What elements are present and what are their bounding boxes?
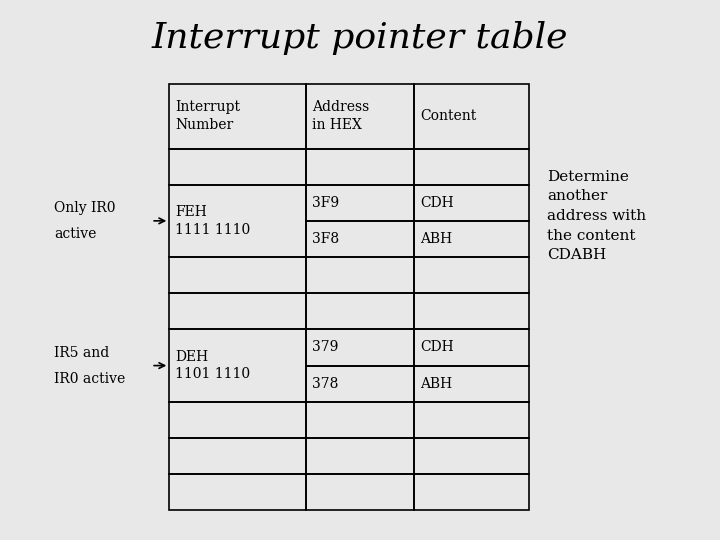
- Bar: [414, 185, 529, 221]
- Bar: [414, 148, 529, 185]
- Bar: [169, 84, 306, 148]
- Text: 3F8: 3F8: [312, 232, 339, 246]
- Bar: [306, 402, 414, 438]
- Bar: [306, 329, 414, 366]
- Bar: [414, 257, 529, 293]
- Text: Interrupt
Number: Interrupt Number: [175, 100, 240, 132]
- Text: IR5 and: IR5 and: [54, 346, 109, 360]
- Bar: [306, 84, 414, 148]
- Text: 379: 379: [312, 341, 338, 354]
- Bar: [414, 329, 529, 366]
- Text: ABH: ABH: [420, 377, 452, 390]
- Text: Only IR0: Only IR0: [54, 201, 116, 215]
- Bar: [414, 474, 529, 510]
- Text: Interrupt pointer table: Interrupt pointer table: [152, 21, 568, 55]
- Bar: [169, 329, 306, 402]
- Text: Determine
another
address with
the content
CDABH: Determine another address with the conte…: [547, 170, 647, 262]
- Bar: [306, 474, 414, 510]
- Bar: [306, 438, 414, 474]
- Bar: [306, 366, 414, 402]
- Bar: [169, 402, 306, 438]
- Text: 378: 378: [312, 377, 338, 390]
- Text: Content: Content: [420, 109, 476, 123]
- Bar: [169, 185, 306, 257]
- Bar: [414, 438, 529, 474]
- Bar: [306, 257, 414, 293]
- Bar: [306, 148, 414, 185]
- Bar: [306, 293, 414, 329]
- Text: CDH: CDH: [420, 196, 454, 210]
- Bar: [169, 438, 306, 474]
- Bar: [414, 84, 529, 148]
- Text: DEH
1101 1110: DEH 1101 1110: [175, 350, 251, 381]
- Bar: [414, 402, 529, 438]
- Bar: [169, 257, 306, 293]
- Text: IR0 active: IR0 active: [54, 372, 125, 386]
- Text: FEH
1111 1110: FEH 1111 1110: [175, 205, 251, 237]
- Text: active: active: [54, 227, 96, 241]
- Bar: [169, 148, 306, 185]
- Bar: [169, 293, 306, 329]
- Text: ABH: ABH: [420, 232, 452, 246]
- Text: Address
in HEX: Address in HEX: [312, 100, 369, 132]
- Bar: [306, 221, 414, 257]
- Bar: [414, 366, 529, 402]
- Text: 3F9: 3F9: [312, 196, 339, 210]
- Text: CDH: CDH: [420, 341, 454, 354]
- Bar: [169, 474, 306, 510]
- Bar: [414, 293, 529, 329]
- Bar: [306, 185, 414, 221]
- Bar: [414, 221, 529, 257]
